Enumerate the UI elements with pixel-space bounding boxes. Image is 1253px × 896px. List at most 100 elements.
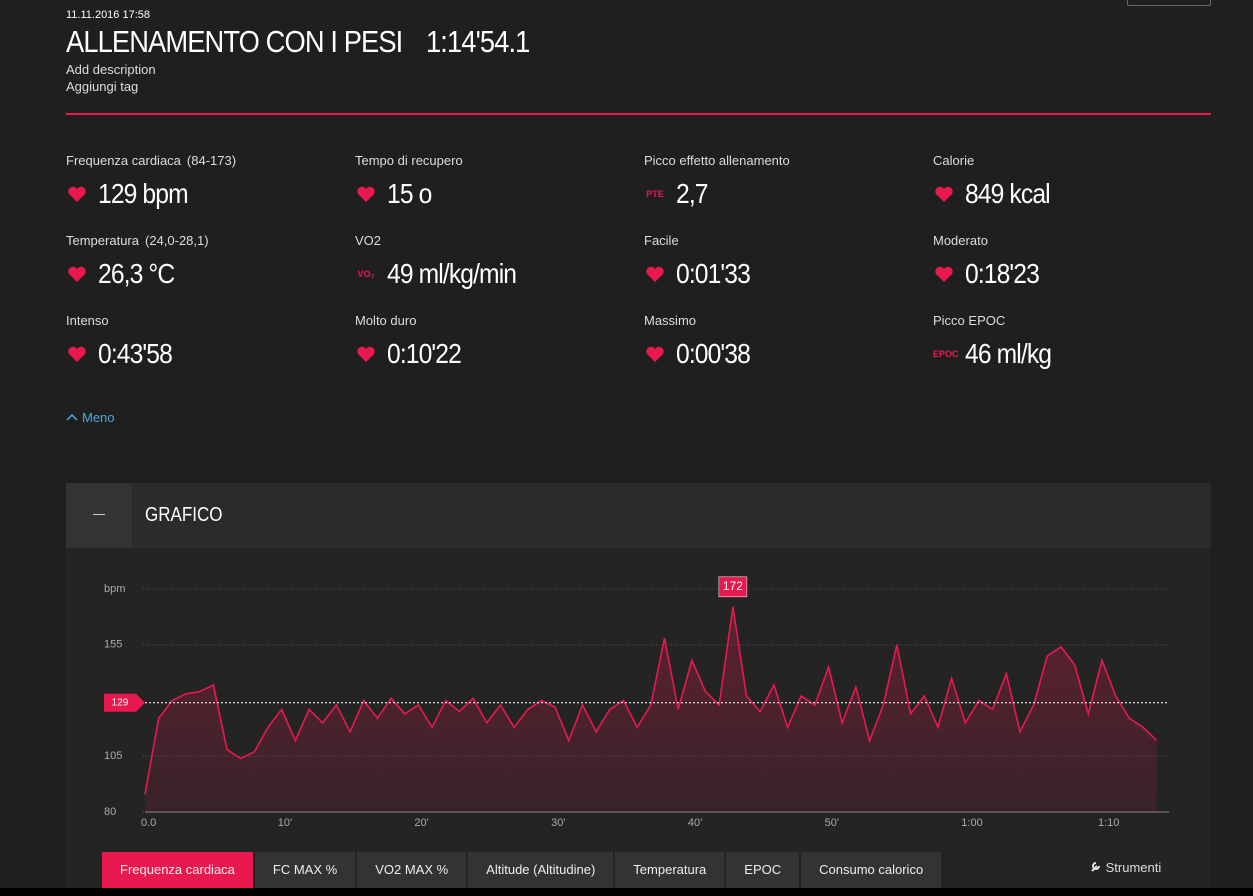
tab[interactable]: EPOC: [726, 852, 800, 888]
y-tick-label: 105: [104, 750, 122, 762]
stat-label: Picco EPOC: [933, 313, 1213, 328]
heart: [68, 266, 86, 282]
duration: 1:14'54.1: [426, 24, 530, 59]
stat-label: VO2: [355, 233, 635, 248]
area: [145, 606, 1157, 812]
peak-label: 172: [723, 579, 743, 593]
tab[interactable]: Consumo calorico: [801, 852, 942, 888]
chevron: [66, 413, 78, 421]
stat-icon: PTE: [646, 189, 664, 199]
stat-value: 49 ml/kg/min: [387, 258, 517, 289]
stat-label: Intenso: [66, 313, 346, 328]
stat-value: 129 bpm: [98, 178, 189, 209]
stat: Massimo 0:00'38: [644, 313, 924, 370]
stat-label-text: Temperatura: [66, 233, 139, 248]
tab[interactable]: VO2 MAX %: [357, 852, 467, 888]
panel-header: GRAFICO: [66, 483, 1211, 548]
tabs: Frequenza cardiaca FC MAX % VO2 MAX % Altit…: [102, 852, 942, 888]
heart: [935, 266, 953, 282]
description[interactable]: Add description: [66, 62, 156, 77]
stat-label-text: Intenso: [66, 313, 109, 328]
stat: Tempo di recupero 15 o: [355, 153, 635, 210]
stat-icon: [68, 186, 86, 202]
stat-icon: [68, 266, 86, 282]
stat-value-row: 129 bpm: [66, 178, 346, 210]
y-tick-label: 80: [104, 806, 116, 818]
stat-label-text: Tempo di recupero: [355, 153, 463, 168]
stat: Picco effetto allenamento PTE 2,7: [644, 153, 924, 210]
stat-icon: [357, 186, 375, 202]
stat-value-row: 0:18'23: [933, 258, 1213, 290]
heart: [357, 346, 375, 362]
tag[interactable]: Aggiungi tag: [66, 79, 139, 94]
panel-title: GRAFICO: [145, 504, 223, 526]
stat-icon: EPOC: [933, 349, 959, 359]
stat-label: Moderato: [933, 233, 1213, 248]
stat-label-text: Massimo: [644, 313, 697, 328]
minus: [93, 514, 105, 515]
stat-icon: [935, 266, 953, 282]
stat-label: Tempo di recupero: [355, 153, 635, 168]
stat-value-row: 849 kcal: [933, 178, 1213, 210]
stat-value: 0:18'23: [965, 258, 1040, 289]
stat-icon: [646, 346, 664, 362]
heart: [68, 346, 86, 362]
stat: Picco EPOC EPOC 46 ml/kg: [933, 313, 1213, 370]
stat: Molto duro 0:10'22: [355, 313, 635, 370]
stat-value: 0:01'33: [676, 258, 751, 289]
stat-value-row: 15 o: [355, 178, 635, 210]
stat-value: 26,3 °C: [98, 258, 175, 289]
collapse-button[interactable]: [66, 483, 132, 548]
stat-value-row: 0:43'58: [66, 338, 346, 370]
stat-value-row: 0:10'22: [355, 338, 635, 370]
stat-icon: VO₂: [357, 269, 375, 279]
date: 11.11.2016 17:58: [66, 9, 151, 21]
tab[interactable]: Frequenza cardiaca: [102, 852, 253, 888]
stat-value: 2,7: [676, 178, 709, 209]
stat-value: 849 kcal: [965, 178, 1051, 209]
divider: [66, 113, 1211, 115]
stat-label-text: Molto duro: [355, 313, 417, 328]
tools-label: Strumenti: [1105, 860, 1162, 875]
tools[interactable]: Strumenti: [1090, 860, 1161, 875]
chart: 80 105 155 bpm 0.0 10' 20' 30' 40' 50' 1:00 1:10 129…: [104, 576, 1169, 829]
x-tick-label: 0.0: [141, 817, 156, 829]
stat-value-row: 26,3 °C: [66, 258, 346, 290]
stat: Moderato 0:18'23: [933, 233, 1213, 290]
average-flag: [104, 693, 145, 712]
peak-box: [718, 576, 748, 598]
x-tick-label: 30': [551, 817, 565, 829]
tab[interactable]: Temperatura: [615, 852, 725, 888]
x-tick-label: 10': [278, 817, 292, 829]
stat-label-text: Moderato: [933, 233, 988, 248]
stat: VO2 VO₂ 49 ml/kg/min: [355, 233, 635, 290]
title: ALLENAMENTO CON I PESI: [66, 24, 403, 59]
stat: Intenso 0:43'58: [66, 313, 346, 370]
toggle-label: Meno: [82, 410, 115, 425]
top-button[interactable]: [1127, 0, 1211, 6]
stat-value: 0:00'38: [676, 338, 751, 369]
tab[interactable]: Altitude (Altitudine): [468, 852, 614, 888]
stat-icon: [68, 346, 86, 362]
wrench-icon: [1091, 862, 1100, 872]
x-tick-label: 1:10: [1098, 817, 1119, 829]
line: [144, 606, 1158, 795]
heart: [646, 346, 664, 362]
stat-icon: [935, 186, 953, 202]
stat-label: Facile: [644, 233, 924, 248]
average-label: 129: [112, 697, 129, 708]
y-tick-label: 155: [104, 639, 122, 651]
stat-value-row: PTE 2,7: [644, 178, 924, 210]
stat-value-row: 0:00'38: [644, 338, 924, 370]
heart: [357, 186, 375, 202]
stat-value: 15 o: [387, 178, 432, 209]
toggle[interactable]: Meno: [66, 410, 115, 425]
heart: [646, 266, 664, 282]
stat-label: Massimo: [644, 313, 924, 328]
stat-value-row: 0:01'33: [644, 258, 924, 290]
stat-value-row: VO₂ 49 ml/kg/min: [355, 258, 635, 290]
tab[interactable]: FC MAX %: [254, 852, 356, 888]
stat-label: Frequenza cardiaca (84-173): [66, 153, 346, 168]
x-tick-label: 50': [825, 817, 839, 829]
stat-icon: [357, 346, 375, 362]
